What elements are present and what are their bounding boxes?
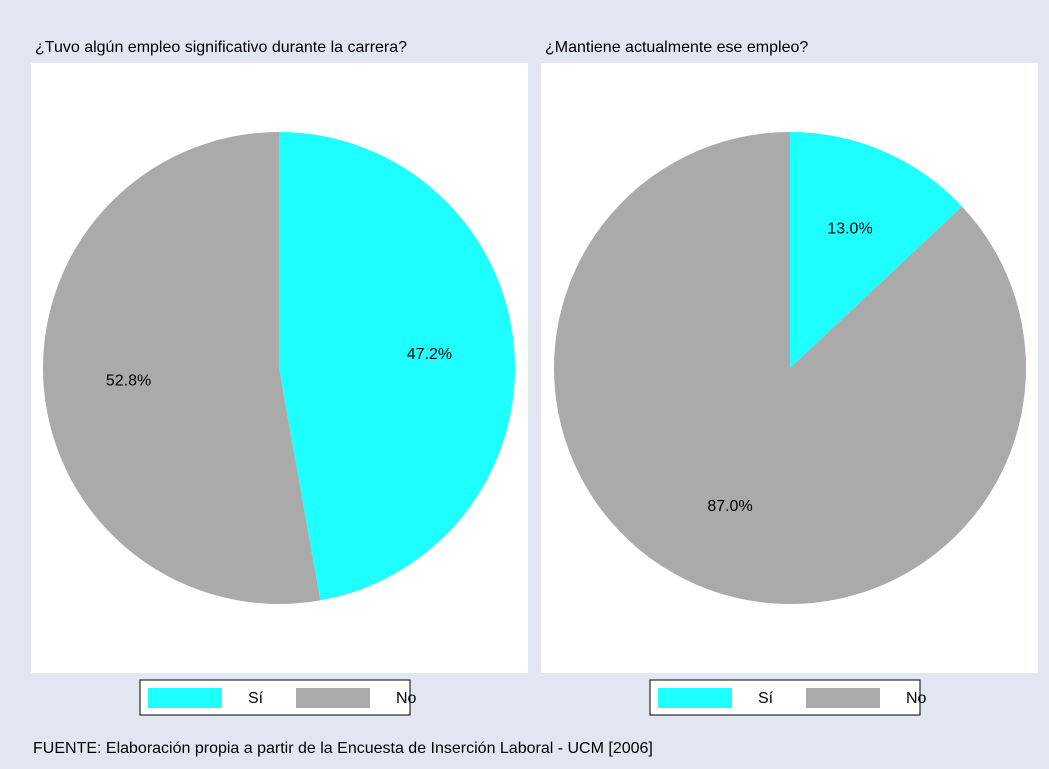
- legend-swatch: [296, 688, 370, 708]
- pie-slice: [554, 132, 1026, 605]
- pie-slice: [279, 132, 515, 601]
- slice-label: 52.8%: [106, 372, 151, 389]
- legend-swatch: [806, 688, 880, 708]
- legend-label: Sí: [758, 690, 774, 707]
- chart-title: ¿Tuvo algún empleo significativo durante…: [35, 39, 407, 56]
- pie-slice: [790, 132, 963, 368]
- legend-label: No: [906, 690, 927, 707]
- slice-label: 87.0%: [707, 498, 752, 515]
- legend-swatch: [148, 688, 222, 708]
- legend-label: Sí: [248, 690, 264, 707]
- slice-label: 47.2%: [407, 346, 452, 363]
- slice-label: 13.0%: [827, 221, 872, 238]
- chart-title: ¿Mantiene actualmente ese empleo?: [545, 39, 808, 56]
- legend-swatch: [658, 688, 732, 708]
- source-note: FUENTE: Elaboración propia a partir de l…: [33, 740, 653, 757]
- pie-slice: [42, 132, 321, 604]
- legend-label: No: [396, 690, 417, 707]
